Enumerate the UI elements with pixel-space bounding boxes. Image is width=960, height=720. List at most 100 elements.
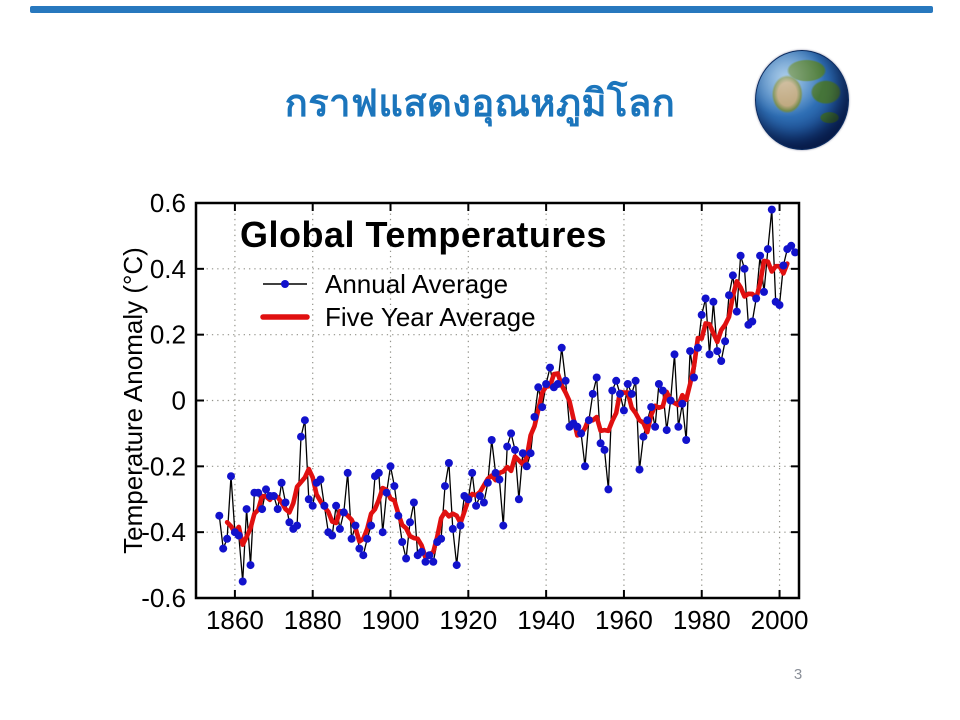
annual-marker-1915 bbox=[444, 459, 453, 467]
annual-marker-1933 bbox=[514, 495, 523, 504]
annual-marker-1990 bbox=[736, 251, 745, 260]
annual-marker-1888 bbox=[339, 508, 348, 517]
annual-marker-1944 bbox=[557, 343, 566, 352]
annual-marker-1973 bbox=[670, 350, 679, 359]
annual-marker-1877 bbox=[297, 432, 305, 441]
x-tick-label-2000: 2000 bbox=[751, 605, 809, 635]
annual-marker-1991 bbox=[740, 264, 749, 273]
annual-marker-1983 bbox=[709, 297, 718, 306]
annual-marker-1880 bbox=[308, 501, 317, 510]
annual-marker-1998 bbox=[767, 205, 776, 214]
annual-marker-1925 bbox=[483, 478, 492, 487]
annual-marker-1910 bbox=[425, 551, 434, 560]
annual-marker-1921 bbox=[468, 468, 477, 477]
annual-marker-1906 bbox=[409, 498, 418, 507]
annual-marker-1954 bbox=[596, 439, 605, 448]
annual-marker-1934 bbox=[518, 449, 527, 458]
five-year-average-line bbox=[224, 258, 790, 560]
annual-marker-1977 bbox=[686, 347, 695, 356]
annual-marker-1883 bbox=[320, 501, 329, 510]
annual-marker-1885 bbox=[328, 531, 337, 540]
annual-marker-2004 bbox=[791, 248, 800, 257]
annual-marker-1967 bbox=[647, 403, 656, 412]
annual-marker-1988 bbox=[728, 271, 737, 280]
annual-marker-1857 bbox=[219, 544, 228, 553]
global-temperatures-chart: 1860 1880 1900 1920 1940 1960 1980 2000 0.6 0.4 0.… bbox=[118, 183, 825, 645]
annual-marker-1895 bbox=[367, 521, 376, 530]
annual-marker-1923 bbox=[476, 492, 484, 500]
annual-marker-1893 bbox=[359, 551, 368, 560]
annual-marker-1922 bbox=[472, 501, 481, 510]
annual-marker-1889 bbox=[343, 468, 352, 477]
chart-title: Global Temperatures bbox=[240, 214, 607, 255]
annual-marker-1993 bbox=[748, 317, 757, 326]
annual-marker-1926 bbox=[487, 436, 496, 444]
annual-marker-1927 bbox=[491, 468, 500, 477]
annual-marker-1950 bbox=[581, 462, 589, 471]
annual-marker-1965 bbox=[639, 432, 648, 441]
annual-marker-1864 bbox=[246, 561, 255, 570]
y-tick-label-0.4: 0.4 bbox=[150, 254, 186, 284]
annual-marker-1902 bbox=[394, 511, 403, 520]
annual-marker-1856 bbox=[215, 511, 224, 520]
annual-marker-1892 bbox=[355, 544, 364, 553]
annual-marker-1984 bbox=[713, 347, 722, 356]
annual-marker-1866 bbox=[254, 488, 263, 497]
y-tick-label-0.2: 0.2 bbox=[150, 320, 186, 350]
annual-marker-1948 bbox=[573, 422, 582, 431]
x-tick-label-1880: 1880 bbox=[284, 605, 342, 635]
legend-annual-marker-sample bbox=[281, 280, 289, 288]
annual-marker-1971 bbox=[662, 426, 671, 435]
annual-marker-2001 bbox=[779, 261, 788, 270]
annual-marker-1986 bbox=[721, 337, 730, 346]
annual-marker-1981 bbox=[701, 294, 710, 303]
annual-marker-1882 bbox=[316, 475, 325, 484]
annual-marker-1976 bbox=[682, 436, 691, 444]
annual-marker-1891 bbox=[351, 521, 360, 530]
annual-marker-1985 bbox=[717, 357, 726, 365]
annual-marker-1903 bbox=[398, 538, 407, 546]
annual-marker-1913 bbox=[437, 534, 446, 543]
annual-marker-1962 bbox=[627, 389, 636, 398]
top-accent-bar bbox=[30, 6, 933, 13]
annual-marker-1886 bbox=[332, 501, 341, 510]
y-tick-label-0: 0 bbox=[172, 386, 186, 416]
annual-marker-1940 bbox=[542, 380, 551, 388]
annual-marker-1939 bbox=[538, 403, 547, 412]
y-tick-label-0.6: 0.6 bbox=[150, 188, 186, 218]
annual-marker-1953 bbox=[592, 373, 601, 382]
annual-marker-1937 bbox=[530, 413, 539, 421]
annual-marker-1918 bbox=[456, 521, 465, 530]
annual-marker-1867 bbox=[258, 505, 267, 514]
earth-globe-icon bbox=[755, 50, 849, 150]
annual-marker-1900 bbox=[386, 462, 395, 471]
annual-marker-1943 bbox=[553, 380, 562, 388]
annual-marker-1961 bbox=[623, 380, 632, 388]
annual-marker-1996 bbox=[760, 287, 768, 296]
annual-marker-1858 bbox=[223, 534, 232, 543]
annual-marker-1862 bbox=[238, 577, 247, 586]
annual-marker-1972 bbox=[666, 396, 675, 405]
annual-marker-1979 bbox=[693, 343, 702, 352]
annual-marker-1890 bbox=[347, 534, 356, 543]
annual-marker-1897 bbox=[374, 468, 383, 477]
annual-marker-1931 bbox=[507, 429, 516, 438]
annual-marker-1924 bbox=[479, 498, 488, 507]
annual-marker-1887 bbox=[335, 524, 344, 533]
annual-marker-1868 bbox=[262, 485, 270, 494]
annual-marker-2000 bbox=[775, 301, 784, 309]
annual-marker-1876 bbox=[293, 521, 302, 530]
annual-marker-1905 bbox=[406, 518, 414, 527]
annual-marker-1956 bbox=[604, 485, 613, 494]
annual-marker-1894 bbox=[363, 534, 372, 543]
annual-marker-1941 bbox=[546, 363, 554, 372]
annual-marker-1945 bbox=[561, 376, 570, 385]
annual-marker-1980 bbox=[697, 310, 706, 319]
x-tick-label-1960: 1960 bbox=[595, 605, 653, 635]
annual-marker-1908 bbox=[417, 547, 426, 556]
annual-marker-1951 bbox=[584, 416, 593, 425]
annual-marker-1901 bbox=[390, 482, 399, 491]
annual-marker-1861 bbox=[234, 531, 243, 540]
annual-marker-1957 bbox=[608, 386, 617, 395]
